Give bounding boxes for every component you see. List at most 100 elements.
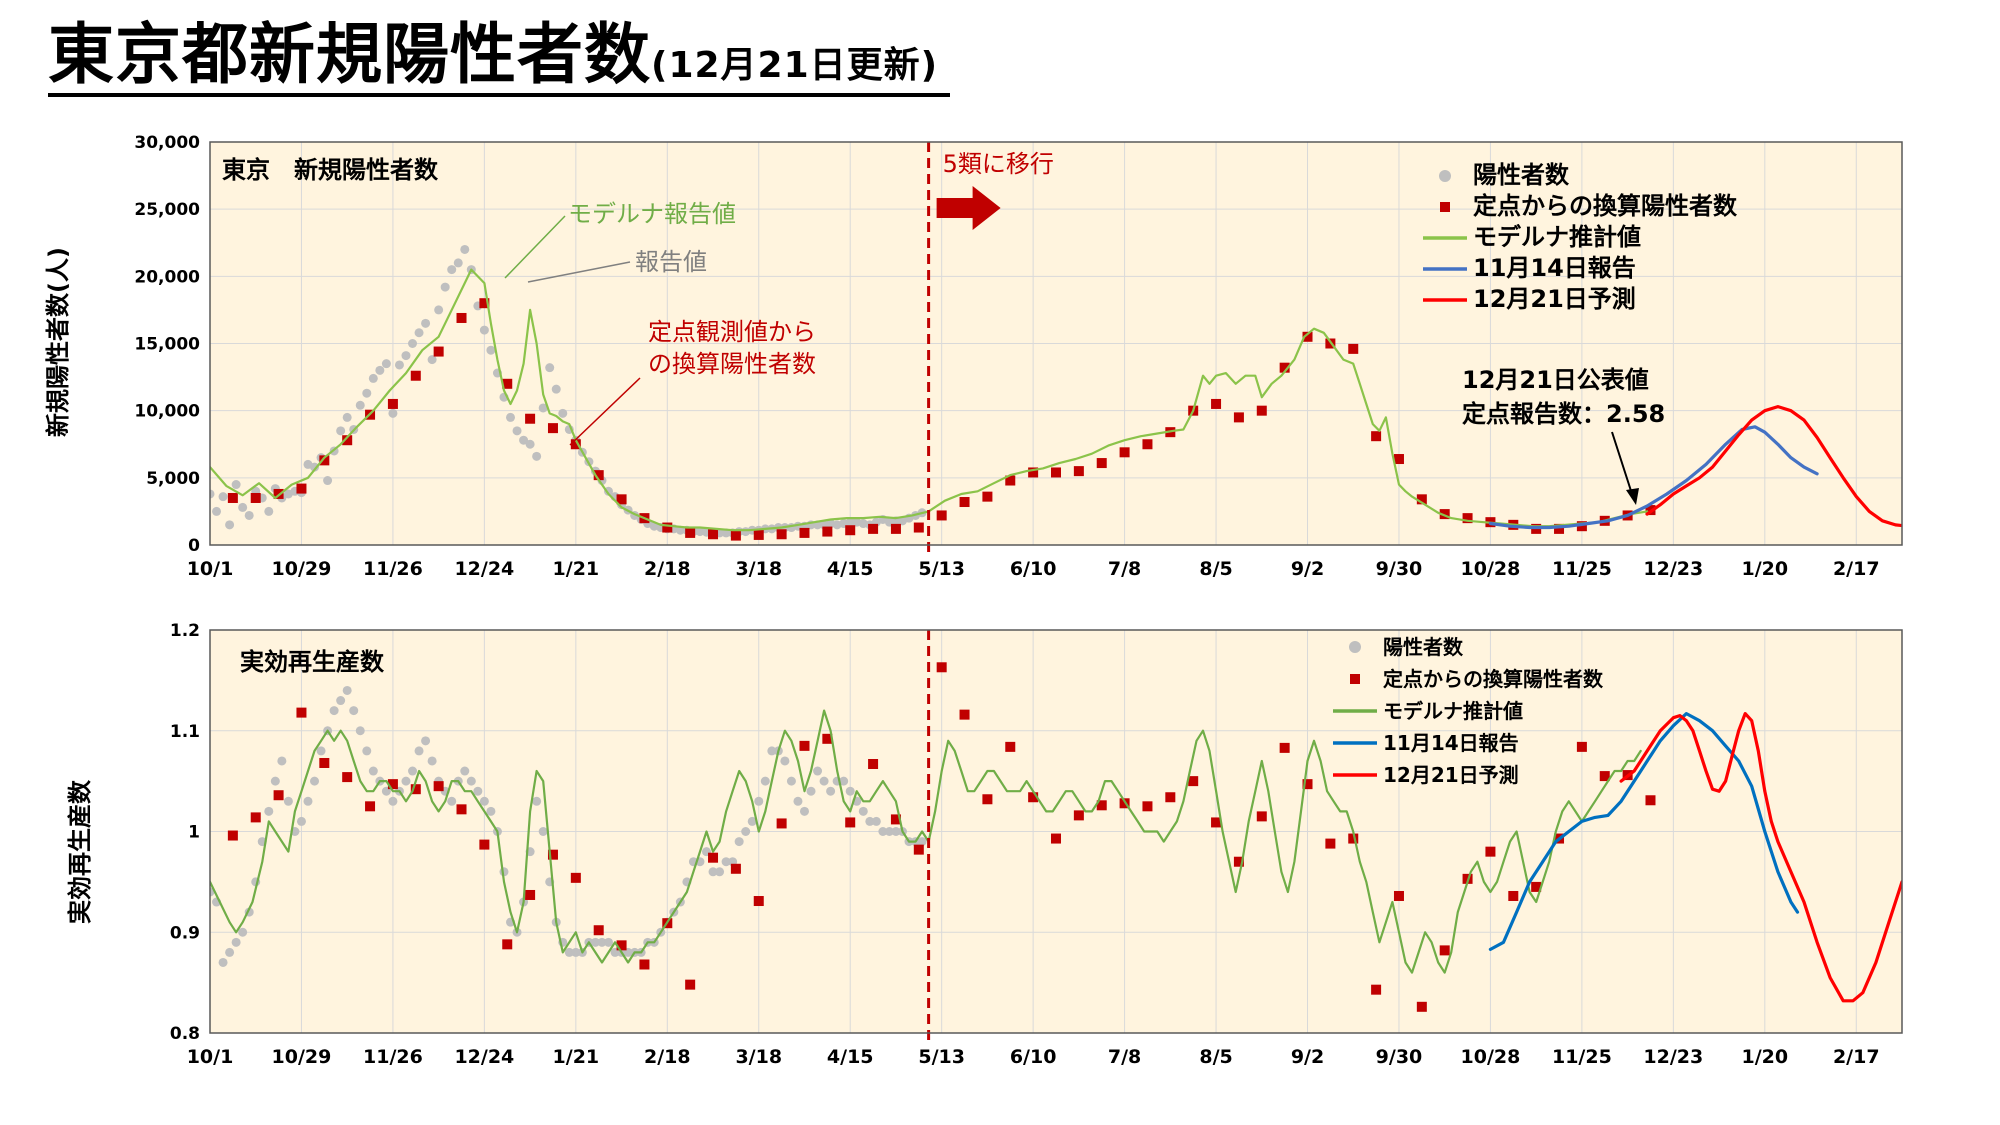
x-tick-label: 10/29 (272, 558, 332, 580)
data-point-positive (362, 388, 372, 398)
data-point-positive (218, 492, 228, 502)
data-point-positive (871, 816, 881, 826)
data-point-sentinel (1279, 362, 1290, 373)
data-point-sentinel (822, 526, 833, 537)
leader-sentinel (569, 377, 641, 446)
data-point-sentinel (1416, 494, 1427, 505)
data-point-positive (277, 756, 287, 766)
x-tick-label: 10/1 (187, 558, 234, 580)
plot-frame (209, 629, 1903, 1034)
x-tick-label: 10/1 (187, 1046, 234, 1068)
data-point-sentinel (1028, 792, 1039, 803)
data-point-positive (453, 258, 463, 268)
data-point-sentinel (1051, 467, 1061, 478)
data-point-sentinel (1028, 467, 1039, 478)
data-point-positive (754, 796, 764, 806)
y-tick-label: 1.2 (170, 621, 200, 641)
data-point-sentinel (1439, 509, 1450, 520)
data-point-sentinel (1371, 984, 1382, 995)
data-point-positive (878, 827, 888, 836)
y-tick-label: 20,000 (134, 267, 200, 287)
data-point-sentinel (456, 312, 467, 323)
x-tick-label: 5/13 (918, 1046, 965, 1068)
data-point-positive (786, 776, 796, 786)
annotation-reported: 報告値 (635, 248, 707, 276)
data-point-positive (538, 827, 548, 836)
y-axis-label: 実効再生産数 (66, 779, 94, 924)
data-point-sentinel (1508, 890, 1519, 901)
data-point-positive (225, 520, 235, 530)
data-point-positive (819, 776, 829, 786)
x-tick-label: 6/10 (1010, 558, 1057, 580)
data-point-positive (310, 462, 320, 472)
data-point-positive (721, 857, 731, 867)
data-point-sentinel (616, 940, 627, 951)
legend-label: 陽性者数 (1383, 635, 1464, 659)
data-point-positive (238, 502, 248, 512)
data-point-sentinel (936, 510, 947, 521)
data-point-sentinel (662, 522, 673, 533)
data-point-positive (597, 937, 607, 947)
data-point-positive (826, 786, 836, 796)
data-point-sentinel (342, 772, 353, 783)
data-point-sentinel (1005, 475, 1016, 486)
data-point-sentinel (1554, 523, 1565, 534)
data-point-positive (780, 756, 790, 766)
leader-published (1611, 431, 1633, 495)
data-point-sentinel (890, 814, 901, 825)
data-point-positive (806, 786, 816, 796)
data-point-positive (486, 806, 496, 816)
x-tick-label: 4/15 (827, 1046, 874, 1068)
data-point-positive (466, 776, 476, 786)
data-point-positive (460, 766, 470, 776)
y-tick-label: 5,000 (146, 469, 200, 489)
y-tick-label: 30,000 (134, 133, 200, 153)
data-point-sentinel (593, 470, 604, 481)
y-axis-label: 新規陽性者数(人) (44, 247, 72, 437)
data-point-sentinel (1302, 331, 1313, 342)
series-line-4 (1619, 712, 1902, 1003)
transition-arrow-icon (936, 186, 1001, 230)
x-tick-label: 9/2 (1291, 558, 1324, 580)
data-point-positive (564, 947, 574, 957)
data-point-sentinel (273, 790, 284, 801)
data-point-positive (715, 867, 725, 877)
data-point-sentinel (868, 758, 879, 769)
data-point-positive (310, 776, 320, 786)
x-tick-label: 8/5 (1199, 1046, 1232, 1068)
x-tick-label: 1/21 (553, 1046, 600, 1068)
data-point-positive (532, 796, 542, 806)
page-title-main: 東京都新規陽性者数 (48, 16, 651, 93)
data-point-sentinel (479, 298, 490, 309)
data-point-sentinel (868, 523, 879, 534)
data-point-positive (695, 527, 705, 537)
data-point-positive (447, 796, 457, 806)
data-point-positive (571, 947, 581, 957)
data-point-sentinel (1645, 795, 1656, 806)
data-point-sentinel (433, 346, 444, 357)
data-point-sentinel (799, 527, 810, 538)
data-point-positive (401, 776, 411, 786)
data-point-sentinel (1576, 741, 1587, 752)
data-point-positive (244, 510, 254, 520)
x-tick-label: 11/25 (1552, 1046, 1612, 1068)
data-point-sentinel (319, 757, 330, 768)
data-point-positive (296, 816, 306, 826)
data-point-positive (427, 355, 437, 365)
legend-label: モデルナ推計値 (1473, 223, 1641, 251)
leader-reported (527, 261, 631, 283)
data-point-sentinel (547, 423, 558, 434)
data-point-sentinel (1142, 439, 1153, 450)
data-point-sentinel (1211, 398, 1222, 409)
y-tick-label: 25,000 (134, 200, 200, 220)
data-point-sentinel (1462, 513, 1473, 524)
data-point-sentinel (822, 733, 833, 744)
x-tick-label: 1/20 (1742, 558, 1789, 580)
data-point-sentinel (250, 492, 261, 503)
data-point-positive (813, 766, 823, 776)
data-point-positive (917, 837, 927, 847)
data-point-sentinel (250, 812, 261, 823)
data-point-positive (839, 776, 849, 786)
plot-frame (209, 141, 1903, 546)
data-point-positive (238, 927, 248, 937)
